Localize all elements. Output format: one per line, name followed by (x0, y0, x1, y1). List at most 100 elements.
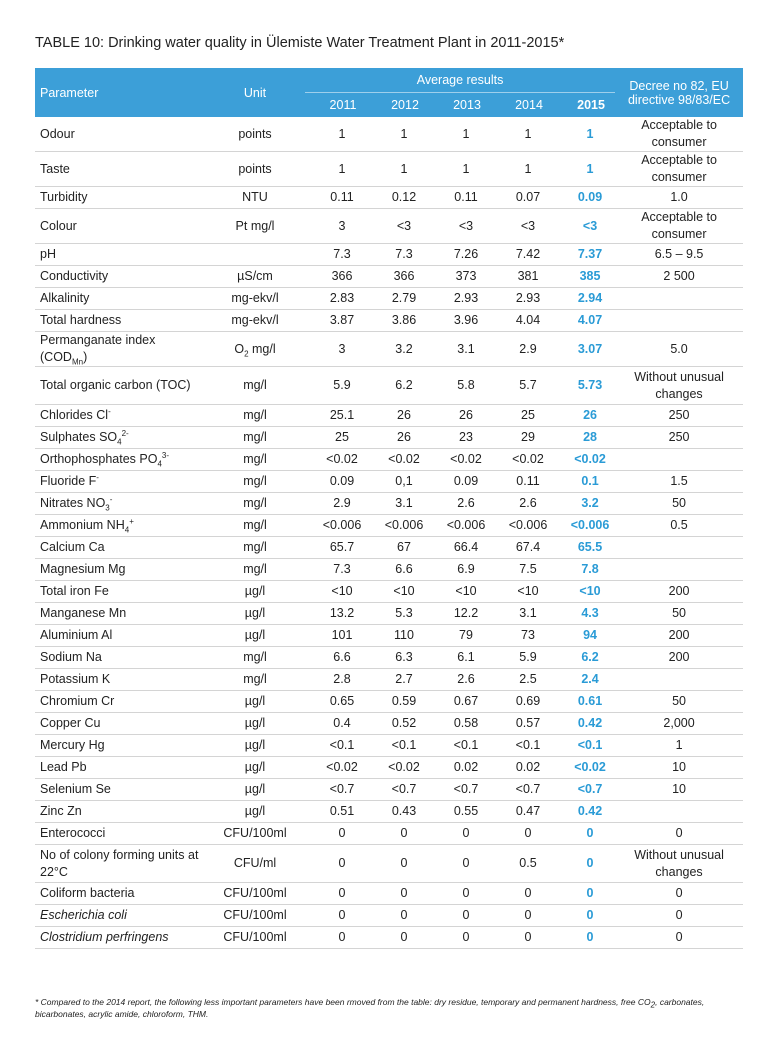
decree-cell: Acceptable to consumer (615, 208, 744, 244)
value-cell: 2.7 (367, 668, 429, 691)
value-cell: 2.8 (305, 668, 367, 691)
value-cell: <0.1 (305, 734, 367, 757)
year-header: 2014 (491, 92, 553, 117)
value-cell: <0.1 (429, 734, 491, 757)
parameter-cell: Fluoride F- (35, 470, 205, 493)
table-row: Sodium Na mg/l 6.6 6.3 6.1 5.9 6.2 200 (35, 646, 744, 669)
value-cell: 0 (429, 822, 491, 845)
value-cell: 0.43 (367, 800, 429, 823)
sub-text: 4 (117, 437, 122, 447)
parameter-cell: Enterococci (35, 822, 205, 845)
value-cell: 0 (367, 844, 429, 883)
value-cell: 1 (305, 151, 367, 187)
value-cell: 0 (553, 822, 616, 845)
value-cell: 0.51 (305, 800, 367, 823)
value-cell: 0 (553, 904, 616, 927)
value-cell: 5.8 (429, 366, 491, 405)
table-row: Coliform bacteria CFU/100ml 0 0 0 0 0 0 (35, 882, 744, 905)
parameter-cell: Total hardness (35, 309, 205, 332)
year-header: 2015 (553, 92, 616, 117)
decree-cell: 0 (615, 822, 744, 845)
parameter-cell: Lead Pb (35, 756, 205, 779)
value-cell: 0 (429, 904, 491, 927)
value-cell: 5.9 (491, 646, 553, 669)
text-part: Permanganate index (COD (40, 333, 156, 364)
sub-text: 4 (157, 459, 162, 469)
table-row: Odour points 1 1 1 1 1 Acceptable to consumer (35, 117, 744, 152)
value-cell: 3.1 (429, 331, 491, 367)
value-cell: <0.7 (429, 778, 491, 801)
unit-cell: mg/l (205, 514, 305, 537)
value-cell: 0 (305, 904, 367, 927)
value-cell: 25.1 (305, 404, 367, 427)
table-row: Turbidity NTU 0.11 0.12 0.11 0.07 0.09 1.0 (35, 186, 744, 209)
table-row: Colour Pt mg/l 3 <3 <3 <3 <3 Acceptable to cons… (35, 208, 744, 244)
value-cell: 0.11 (491, 470, 553, 493)
unit-cell: µg/l (205, 756, 305, 779)
value-cell: 7.3 (305, 558, 367, 581)
year-header: 2011 (305, 92, 367, 117)
decree-cell: 0 (615, 926, 744, 949)
parameter-cell: pH (35, 243, 205, 266)
value-cell: 65.5 (553, 536, 616, 559)
value-cell: 7.37 (553, 243, 616, 266)
value-cell: <10 (305, 580, 367, 603)
value-cell: 0 (491, 926, 553, 949)
value-cell: 67 (367, 536, 429, 559)
parameter-cell: Sulphates SO42- (35, 426, 205, 449)
sub-text: 2 (650, 1000, 656, 1010)
value-cell: 2.6 (429, 668, 491, 691)
unit-cell: mg/l (205, 536, 305, 559)
unit-cell: mg/l (205, 668, 305, 691)
table-row: Nitrates NO3- mg/l 2.9 3.1 2.6 2.6 3.2 50 (35, 492, 744, 515)
value-cell: 0.12 (367, 186, 429, 209)
value-cell: 2.79 (367, 287, 429, 310)
value-cell: 3 (305, 208, 367, 244)
value-cell: 0.5 (491, 844, 553, 883)
unit-cell: mg/l (205, 470, 305, 493)
value-cell: <3 (367, 208, 429, 244)
sub-text: 2 (244, 349, 249, 358)
value-cell: 2.9 (491, 331, 553, 367)
table-row: Manganese Mn µg/l 13.2 5.3 12.2 3.1 4.3 50 (35, 602, 744, 625)
header-row: Parameter Unit Average results Decree no… (35, 68, 744, 117)
value-cell: 26 (367, 404, 429, 427)
decree-cell: 50 (615, 690, 744, 713)
parameter-cell: Odour (35, 117, 205, 152)
unit-cell: Pt mg/l (205, 208, 305, 244)
parameter-cell: Turbidity (35, 186, 205, 209)
value-cell: <0.7 (367, 778, 429, 801)
table-row: Chlorides Cl-mg/l 25.1 26 26 25 26 250 (35, 404, 744, 427)
value-cell: 0.42 (553, 800, 616, 823)
decree-cell (615, 287, 744, 310)
value-cell: 0 (367, 822, 429, 845)
value-cell: 1 (491, 151, 553, 187)
parameter-cell: Manganese Mn (35, 602, 205, 625)
unit-cell: CFU/ml (205, 844, 305, 883)
value-cell: <0.7 (553, 778, 616, 801)
value-cell: 3.86 (367, 309, 429, 332)
parameter-cell: Total iron Fe (35, 580, 205, 603)
value-cell: 0 (429, 844, 491, 883)
value-cell: 65.7 (305, 536, 367, 559)
value-cell: 3.87 (305, 309, 367, 332)
value-cell: 0 (429, 926, 491, 949)
value-cell: 0.57 (491, 712, 553, 735)
sup-text: 2- (121, 428, 129, 438)
value-cell: 0.4 (305, 712, 367, 735)
footnote: * Compared to the 2014 report, the follo… (35, 996, 745, 1020)
value-cell: <0.006 (429, 514, 491, 537)
header-cell: Decree no 82, EU directive 98/83/EC (615, 68, 744, 117)
decree-cell: 1 (615, 734, 744, 757)
unit-cell: mg-ekv/l (205, 287, 305, 310)
value-cell: 1 (367, 151, 429, 187)
value-cell: <10 (491, 580, 553, 603)
value-cell: 0.42 (553, 712, 616, 735)
value-cell: 0.11 (305, 186, 367, 209)
parameter-cell: Clostridium perfringens (35, 926, 205, 949)
unit-cell: µS/cm (205, 265, 305, 288)
text-part: Ammonium NH (40, 518, 125, 532)
value-cell: 0.09 (429, 470, 491, 493)
